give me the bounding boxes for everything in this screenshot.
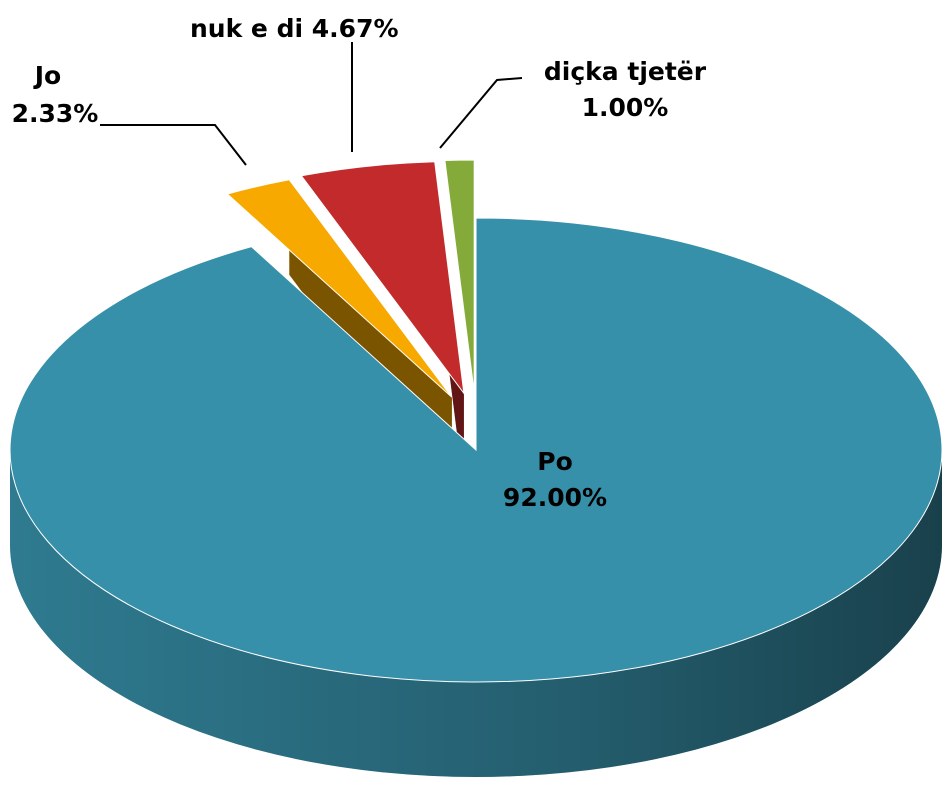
slice xyxy=(444,159,475,393)
slice-value-label: 1.00% xyxy=(582,93,669,122)
slice-value-label: 4.67% xyxy=(312,14,399,43)
slice-label: Po xyxy=(537,447,573,476)
slice xyxy=(226,179,453,398)
slice xyxy=(300,161,465,396)
slice-side-shade xyxy=(10,450,942,777)
slice-label-group: nuk e di 4.67% xyxy=(190,14,399,43)
slice xyxy=(9,217,943,683)
slice-label: Jo xyxy=(33,61,61,90)
pie xyxy=(9,159,943,777)
slice-value-label: 92.00% xyxy=(503,483,607,512)
slice-value-label: 2.33% xyxy=(12,99,99,128)
slice-label: diçka tjetër xyxy=(544,57,707,86)
slice-label: nuk e di xyxy=(190,14,303,43)
leader-line xyxy=(100,124,247,166)
leader-line xyxy=(439,77,523,149)
